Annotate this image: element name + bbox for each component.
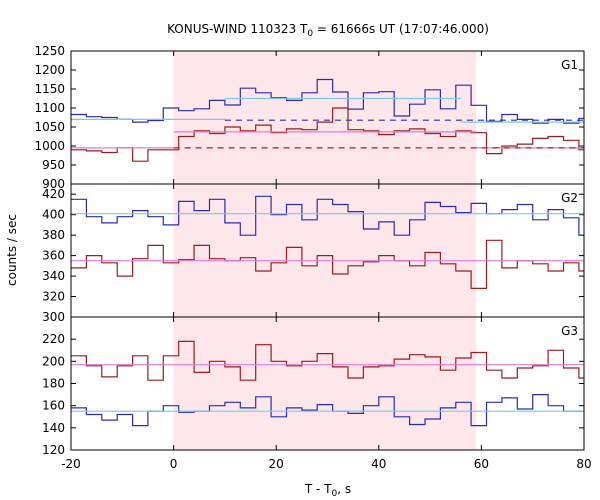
panel-g3-ytick-label: 200 [42,354,65,368]
panel-g2-ytick-label: 360 [42,249,65,263]
y-axis-label: counts / sec [5,214,19,286]
panel-g1-label: G1 [561,58,578,72]
panel-g1-series-0-step [71,78,584,124]
x-tick-label: 80 [576,457,591,471]
panel-g1-ytick-label: 1250 [34,44,65,58]
panel-g1-ytick-label: 1000 [34,139,65,153]
panel-g1-series-1-step [71,107,584,162]
title-main: KONUS-WIND 110323 T [167,22,308,36]
panel-g2-label: G2 [561,191,578,205]
chart-title: KONUS-WIND 110323 T0 = 61666s UT (17:07:… [167,22,489,39]
panel-g1-ytick-label: 1200 [34,63,65,77]
x-axis-label: T - T0, s [304,482,351,499]
title-sub: 0 [307,29,313,39]
panel-g3-label: G3 [561,324,578,338]
panel-g3-ytick-label: 120 [42,443,65,457]
x-tick-label: 40 [371,457,386,471]
panel-g1-ytick-label: 1050 [34,120,65,134]
panel-g2-ytick-label: 320 [42,290,65,304]
panel-g2-ytick-label: 400 [42,208,65,222]
x-tick-label: 20 [269,457,284,471]
panel-g2-ytick-label: 420 [42,187,65,201]
xlabel-sub: 0 [332,489,338,499]
panel-g2-ytick-label: 380 [42,228,65,242]
panel-g3-ytick-label: 140 [42,421,65,435]
panel-g3-ytick-label: 220 [42,332,65,346]
plot-area: 900950100010501100115012001250G130032034… [34,44,591,471]
panel-g2-ytick-label: 300 [42,310,65,324]
xlabel-rest: , s [337,482,351,496]
panel-g3-ytick-label: 180 [42,377,65,391]
xlabel-main: T - T [304,482,332,496]
panel-g2-series-1-step [71,239,584,289]
title-rest: = 61666s UT (17:07:46.000) [313,22,489,36]
panel-g1-ytick-label: 950 [42,158,65,172]
panel-g2-series-0-step [71,195,584,236]
x-tick-label: -20 [61,457,81,471]
shaded-interval [173,51,477,450]
panel-g2-ytick-label: 340 [42,269,65,283]
panel-g1-ytick-label: 1150 [34,82,65,96]
panel-g1-ytick-label: 900 [42,177,65,191]
x-tick-label: 60 [474,457,489,471]
x-tick-label: 0 [170,457,178,471]
panel-g1-ytick-label: 1100 [34,101,65,115]
panel-g3-frame [70,316,585,451]
panel-g3-ytick-label: 160 [42,399,65,413]
panel-g3-series-0-step [71,340,584,381]
